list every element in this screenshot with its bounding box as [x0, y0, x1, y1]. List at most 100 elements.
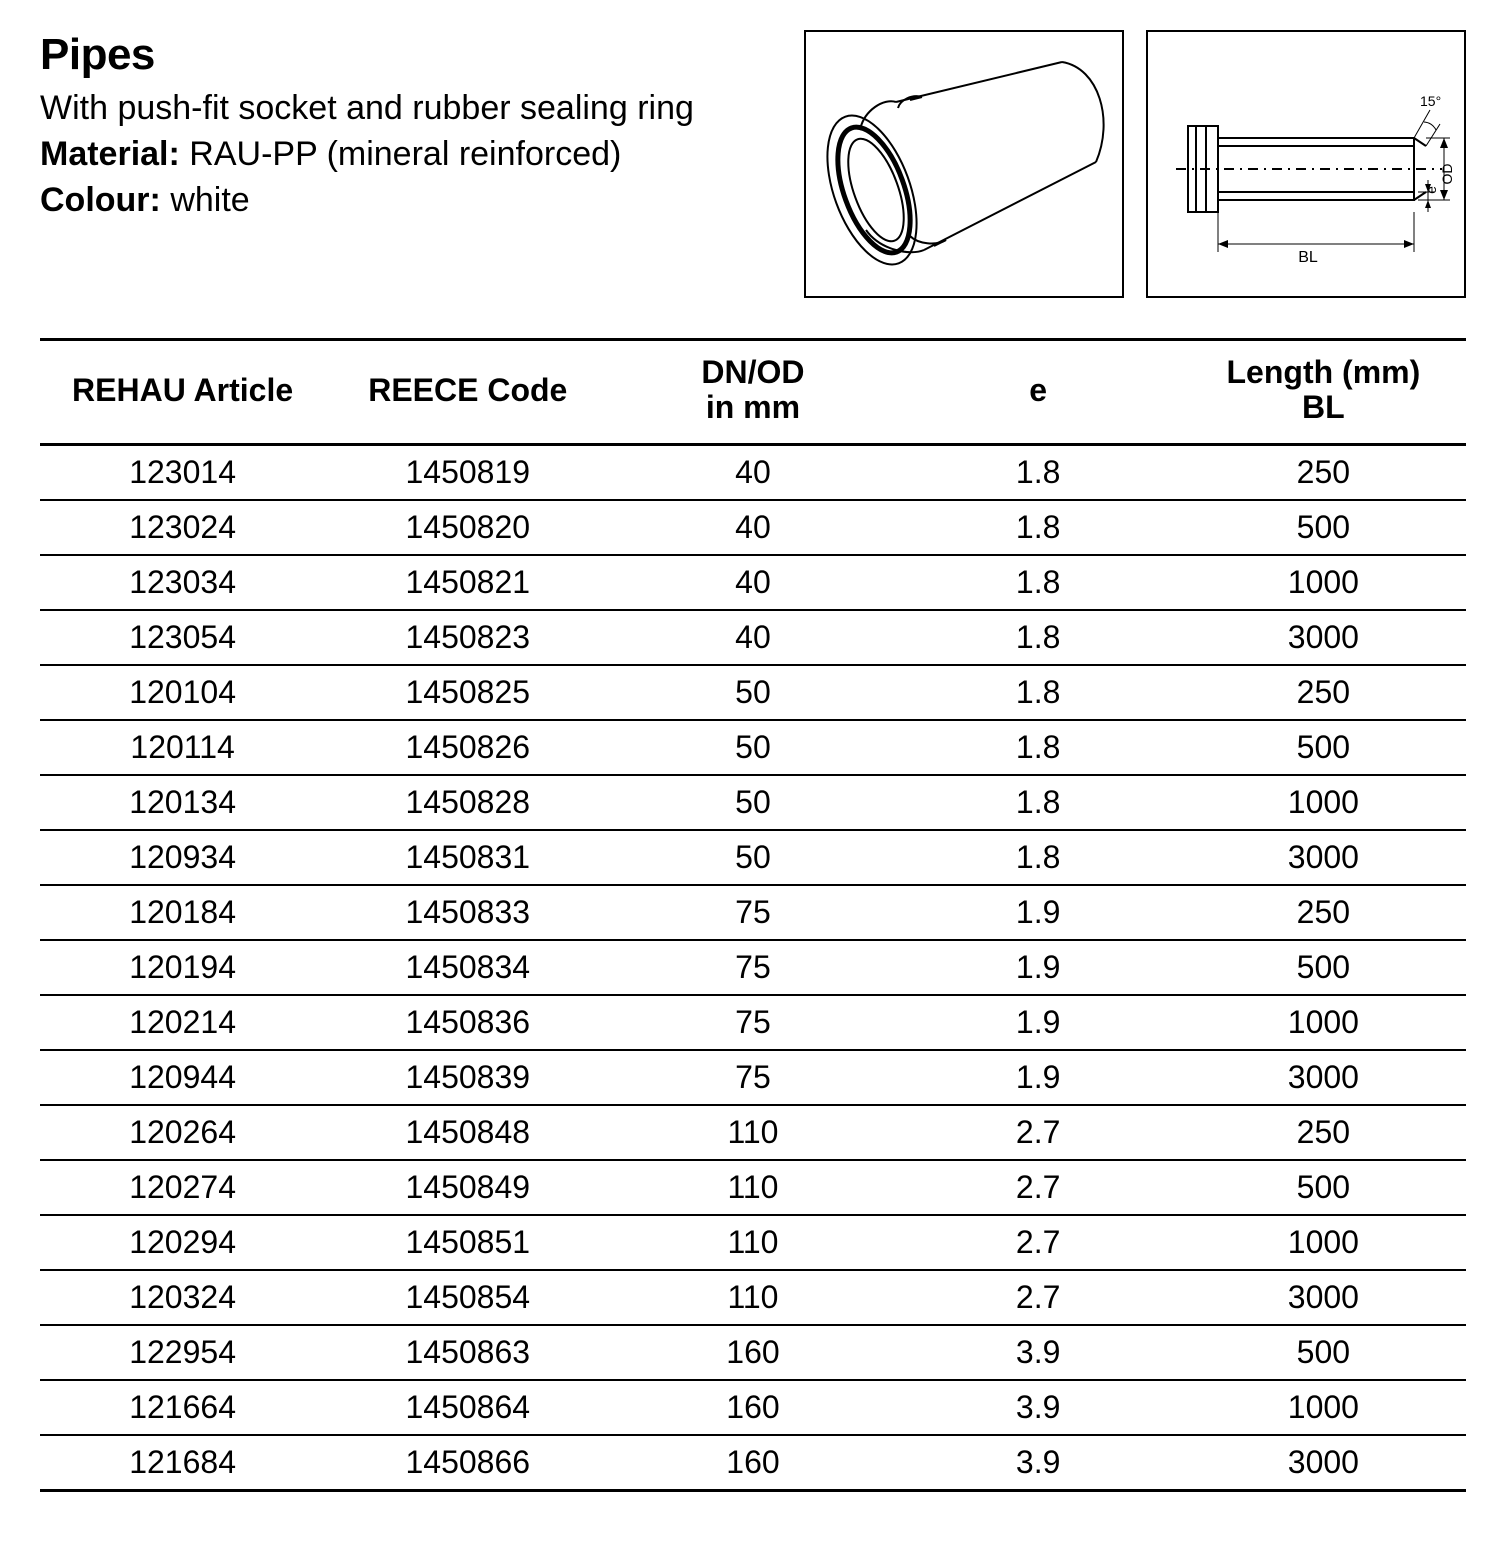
table-header-line1: DN/OD	[701, 354, 804, 390]
table-cell: 1.8	[896, 555, 1181, 610]
table-cell: 110	[610, 1105, 895, 1160]
table-cell: 2.7	[896, 1105, 1181, 1160]
table-header-line1: e	[1029, 372, 1047, 408]
pipe-iso-svg	[814, 40, 1114, 288]
table-cell: 1450826	[325, 720, 610, 775]
table-cell: 1450851	[325, 1215, 610, 1270]
table-cell: 110	[610, 1160, 895, 1215]
table-row: 12295414508631603.9500	[40, 1325, 1466, 1380]
table-cell: 3.9	[896, 1435, 1181, 1491]
pipes-table: REHAU ArticleREECE CodeDN/ODin mmeLength…	[40, 338, 1466, 1492]
pipe-iso-illustration	[804, 30, 1124, 298]
table-row: 1230241450820401.8500	[40, 500, 1466, 555]
table-cell: 40	[610, 445, 895, 501]
attr-colour-label: Colour:	[40, 181, 161, 219]
table-row: 12168414508661603.93000	[40, 1435, 1466, 1491]
table-row: 1201141450826501.8500	[40, 720, 1466, 775]
table-row: 12027414508491102.7500	[40, 1160, 1466, 1215]
table-body: 1230141450819401.82501230241450820401.85…	[40, 445, 1466, 1491]
table-cell: 1450820	[325, 500, 610, 555]
table-cell: 1.8	[896, 775, 1181, 830]
table-cell: 500	[1181, 1160, 1466, 1215]
table-cell: 3000	[1181, 1050, 1466, 1105]
table-cell: 250	[1181, 885, 1466, 940]
table-cell: 2.7	[896, 1215, 1181, 1270]
table-cell: 500	[1181, 500, 1466, 555]
table-cell: 50	[610, 665, 895, 720]
table-cell: 120114	[40, 720, 325, 775]
header-text: Pipes With push-fit socket and rubber se…	[40, 30, 784, 224]
table-cell: 120934	[40, 830, 325, 885]
table-cell: 1000	[1181, 555, 1466, 610]
table-cell: 250	[1181, 1105, 1466, 1160]
table-cell: 120184	[40, 885, 325, 940]
table-cell: 123014	[40, 445, 325, 501]
table-cell: 120944	[40, 1050, 325, 1105]
table-cell: 1.9	[896, 940, 1181, 995]
pipe-dim-drawing: 15° BL	[1146, 30, 1466, 298]
table-row: 1202141450836751.91000	[40, 995, 1466, 1050]
table-cell: 1450836	[325, 995, 610, 1050]
table-cell: 1.9	[896, 1050, 1181, 1105]
table-cell: 1450833	[325, 885, 610, 940]
table-cell: 75	[610, 940, 895, 995]
table-cell: 40	[610, 555, 895, 610]
table-row: 12032414508541102.73000	[40, 1270, 1466, 1325]
table-row: 1230341450821401.81000	[40, 555, 1466, 610]
table-cell: 500	[1181, 1325, 1466, 1380]
dim-e-label: e	[1423, 186, 1439, 194]
table-cell: 122954	[40, 1325, 325, 1380]
table-cell: 40	[610, 500, 895, 555]
pipe-dim-svg: 15° BL	[1156, 40, 1456, 288]
table-row: 12029414508511102.71000	[40, 1215, 1466, 1270]
table-row: 1209441450839751.93000	[40, 1050, 1466, 1105]
table-row: 1230141450819401.8250	[40, 445, 1466, 501]
table-cell: 1450821	[325, 555, 610, 610]
dim-bl-label: BL	[1298, 249, 1318, 266]
table-cell: 50	[610, 775, 895, 830]
table-cell: 500	[1181, 720, 1466, 775]
table-cell: 2.7	[896, 1270, 1181, 1325]
table-header-cell: REECE Code	[325, 340, 610, 445]
table-cell: 120264	[40, 1105, 325, 1160]
header-block: Pipes With push-fit socket and rubber se…	[40, 30, 1466, 298]
table-cell: 123024	[40, 500, 325, 555]
table-cell: 160	[610, 1435, 895, 1491]
table-cell: 3000	[1181, 1435, 1466, 1491]
table-row: 12026414508481102.7250	[40, 1105, 1466, 1160]
table-cell: 120214	[40, 995, 325, 1050]
attr-colour-value: white	[170, 181, 249, 219]
table-cell: 75	[610, 885, 895, 940]
table-cell: 1450863	[325, 1325, 610, 1380]
table-row: 1201041450825501.8250	[40, 665, 1466, 720]
table-cell: 1450823	[325, 610, 610, 665]
table-cell: 3.9	[896, 1325, 1181, 1380]
table-header-cell: Length (mm)BL	[1181, 340, 1466, 445]
table-cell: 1000	[1181, 1215, 1466, 1270]
table-header-line1: Length (mm)	[1227, 354, 1421, 390]
table-cell: 1.8	[896, 500, 1181, 555]
table-cell: 1450825	[325, 665, 610, 720]
table-row: 1201841450833751.9250	[40, 885, 1466, 940]
table-cell: 1000	[1181, 775, 1466, 830]
table-cell: 1.9	[896, 995, 1181, 1050]
figures: 15° BL	[804, 30, 1466, 298]
table-cell: 110	[610, 1215, 895, 1270]
table-cell: 110	[610, 1270, 895, 1325]
table-cell: 1450848	[325, 1105, 610, 1160]
table-cell: 250	[1181, 445, 1466, 501]
page: Pipes With push-fit socket and rubber se…	[0, 0, 1506, 1552]
table-row: 1230541450823401.83000	[40, 610, 1466, 665]
table-cell: 160	[610, 1325, 895, 1380]
attr-material-label: Material:	[40, 135, 180, 173]
table-header-cell: DN/ODin mm	[610, 340, 895, 445]
table-cell: 1000	[1181, 995, 1466, 1050]
table-cell: 50	[610, 720, 895, 775]
table-cell: 1.8	[896, 665, 1181, 720]
table-cell: 1.8	[896, 720, 1181, 775]
title: Pipes	[40, 30, 784, 80]
table-header-line1: REECE Code	[368, 372, 567, 408]
table-cell: 1.8	[896, 830, 1181, 885]
table-header-line2: BL	[1189, 390, 1458, 425]
table-header-cell: e	[896, 340, 1181, 445]
